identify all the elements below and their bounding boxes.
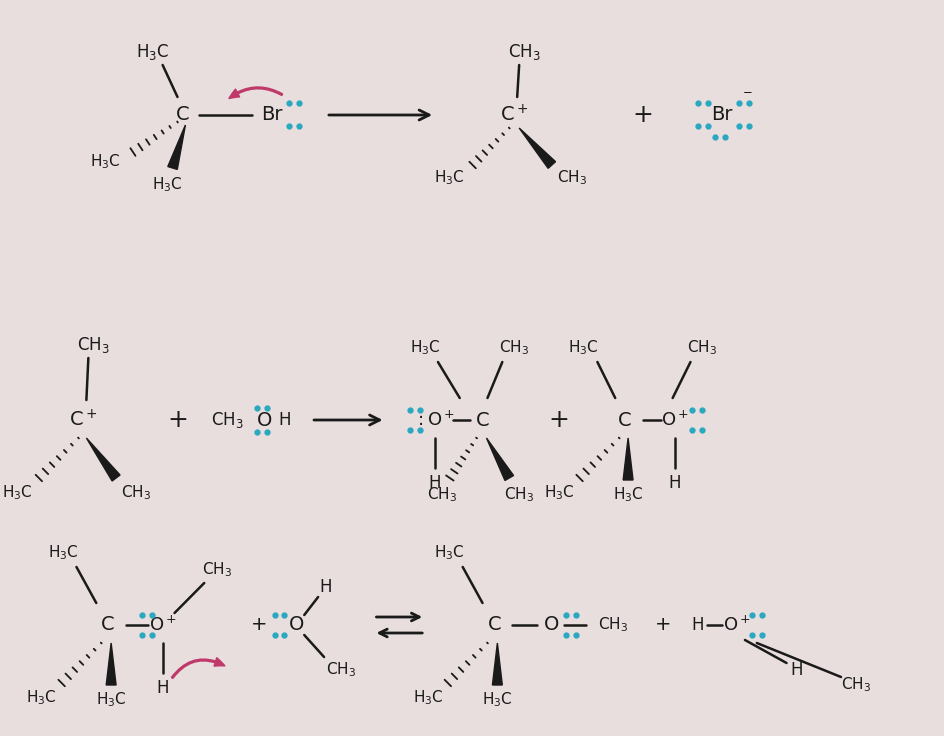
Text: O: O [544, 615, 559, 634]
Text: H: H [690, 616, 703, 634]
Text: $\mathrm{H_3C}$: $\mathrm{H_3C}$ [90, 152, 121, 171]
Text: C: C [176, 105, 189, 124]
Text: $\mathrm{O^+}$: $\mathrm{O^+}$ [722, 615, 750, 634]
Text: $\mathrm{:O^+}$: $\mathrm{:O^+}$ [414, 411, 455, 430]
Text: $\mathrm{H_3C}$: $\mathrm{H_3C}$ [434, 544, 464, 562]
Text: $\mathrm{CH_3}$: $\mathrm{CH_3}$ [686, 339, 716, 358]
Text: $\mathrm{H_3C}$: $\mathrm{H_3C}$ [152, 176, 183, 194]
Text: +: + [632, 103, 652, 127]
Text: $\mathrm{CH_3}$: $\mathrm{CH_3}$ [507, 42, 540, 62]
Text: $\mathrm{CH_3}$: $\mathrm{CH_3}$ [498, 339, 529, 358]
Text: $\mathrm{H_3C}$: $\mathrm{H_3C}$ [612, 486, 643, 504]
FancyArrowPatch shape [229, 87, 282, 99]
Text: H: H [278, 411, 291, 429]
Text: $\mathrm{CH_3}$: $\mathrm{CH_3}$ [427, 486, 457, 504]
Text: $^-$: $^-$ [740, 88, 752, 106]
Text: $\mathrm{CH_3}$: $\mathrm{CH_3}$ [840, 676, 870, 694]
Text: Br: Br [261, 105, 282, 124]
Text: $\mathrm{H_3C}$: $\mathrm{H_3C}$ [481, 690, 513, 710]
Polygon shape [518, 128, 555, 169]
Text: C: C [101, 615, 115, 634]
Text: $\mathrm{CH_3}$: $\mathrm{CH_3}$ [503, 486, 533, 504]
Text: +: + [548, 408, 568, 432]
Text: C: C [475, 411, 489, 430]
Text: O: O [288, 615, 304, 634]
Text: C: C [487, 615, 500, 634]
Text: H: H [667, 474, 681, 492]
Text: $\mathrm{CH_3}$: $\mathrm{CH_3}$ [326, 661, 356, 679]
Text: +: + [654, 615, 670, 634]
Text: O: O [257, 411, 272, 430]
Text: C: C [617, 411, 632, 430]
Polygon shape [168, 125, 185, 169]
Text: H: H [156, 679, 169, 697]
Polygon shape [622, 438, 632, 480]
Text: $\mathrm{O^+}$: $\mathrm{O^+}$ [660, 411, 688, 430]
Text: $\mathrm{CH_3}$: $\mathrm{CH_3}$ [121, 484, 151, 503]
Text: $\mathrm{H_3C}$: $\mathrm{H_3C}$ [410, 339, 440, 358]
Text: H: H [319, 578, 332, 596]
Text: $\mathrm{CH_3}$: $\mathrm{CH_3}$ [556, 169, 586, 188]
Polygon shape [486, 438, 513, 481]
Text: $\mathrm{CH_3}$: $\mathrm{CH_3}$ [211, 410, 244, 430]
Text: $\mathrm{H_3C}$: $\mathrm{H_3C}$ [26, 689, 57, 707]
Text: $\mathrm{H_3C}$: $\mathrm{H_3C}$ [95, 690, 126, 710]
Text: $\mathrm{CH_3}$: $\mathrm{CH_3}$ [598, 615, 628, 634]
Text: $\mathrm{H_3C}$: $\mathrm{H_3C}$ [567, 339, 598, 358]
Text: $\mathrm{CH_3}$: $\mathrm{CH_3}$ [76, 335, 110, 355]
Polygon shape [106, 643, 116, 685]
Text: H: H [429, 474, 441, 492]
Text: $\mathrm{H_3C}$: $\mathrm{H_3C}$ [136, 42, 169, 62]
Text: $\mathrm{H_3C}$: $\mathrm{H_3C}$ [2, 484, 32, 503]
Text: $\mathrm{C^+}$: $\mathrm{C^+}$ [499, 105, 528, 126]
Polygon shape [492, 643, 502, 685]
Text: +: + [250, 615, 266, 634]
Text: Br: Br [711, 105, 733, 124]
Text: $\mathrm{H_3C}$: $\mathrm{H_3C}$ [544, 484, 575, 503]
FancyArrowPatch shape [172, 658, 225, 678]
Text: $\mathrm{H_3C}$: $\mathrm{H_3C}$ [413, 689, 443, 707]
Text: $\mathrm{CH_3}$: $\mathrm{CH_3}$ [202, 561, 232, 579]
Text: H: H [789, 661, 801, 679]
Text: $\mathrm{O^+}$: $\mathrm{O^+}$ [148, 615, 177, 634]
Text: $\mathrm{C^+}$: $\mathrm{C^+}$ [69, 409, 97, 431]
Text: $\mathrm{H_3C}$: $\mathrm{H_3C}$ [48, 544, 79, 562]
Polygon shape [86, 438, 120, 481]
Text: +: + [167, 408, 188, 432]
Text: $\mathrm{H_3C}$: $\mathrm{H_3C}$ [434, 169, 464, 188]
